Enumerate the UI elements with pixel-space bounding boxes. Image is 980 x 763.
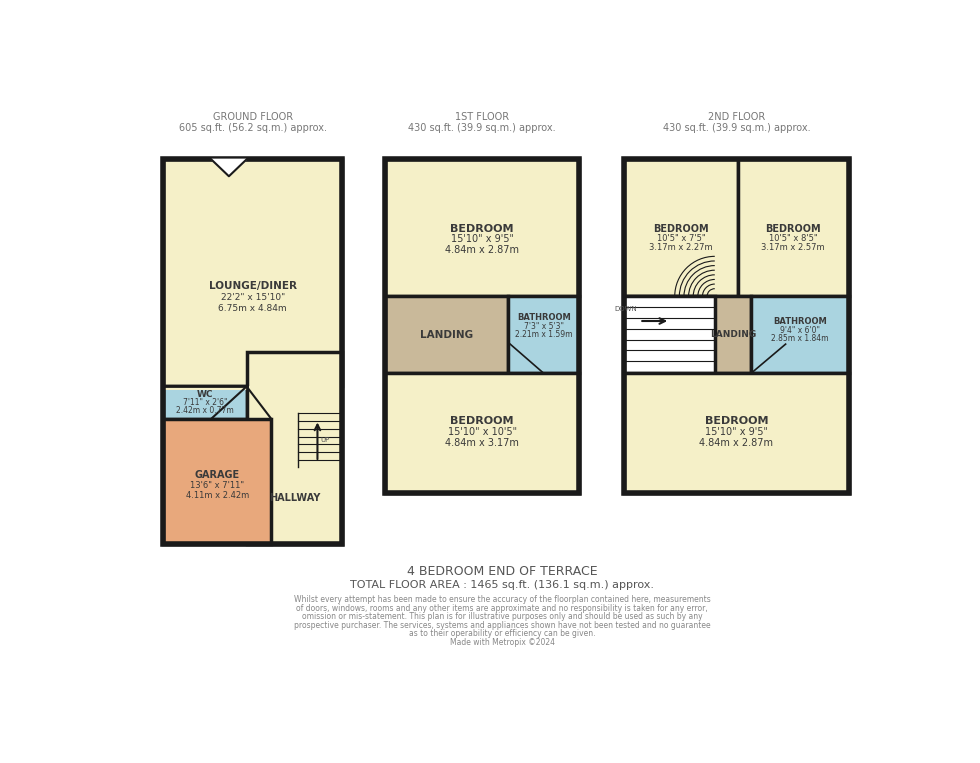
Bar: [624, 159, 849, 493]
Bar: [247, 352, 342, 544]
Text: UP: UP: [320, 437, 330, 443]
Bar: [624, 296, 751, 373]
Text: omission or mis-statement. This plan is for illustrative purposes only and shoul: omission or mis-statement. This plan is …: [302, 612, 703, 621]
Bar: [164, 419, 271, 544]
Text: WC: WC: [197, 390, 214, 399]
Text: 2.85m x 1.84m: 2.85m x 1.84m: [771, 334, 829, 343]
Text: 4.84m x 2.87m: 4.84m x 2.87m: [700, 438, 773, 448]
Bar: [738, 159, 849, 296]
Text: 2.21m x 1.59m: 2.21m x 1.59m: [515, 330, 572, 340]
Bar: [385, 373, 579, 493]
Text: 4.84m x 2.87m: 4.84m x 2.87m: [445, 245, 519, 255]
Text: of doors, windows, rooms and any other items are approximate and no responsibili: of doors, windows, rooms and any other i…: [296, 604, 709, 613]
Text: as to their operability or efficiency can be given.: as to their operability or efficiency ca…: [409, 629, 596, 638]
Bar: [164, 387, 342, 391]
Bar: [624, 159, 738, 296]
Text: 15'10" x 9'5": 15'10" x 9'5": [705, 427, 768, 437]
Text: 10'5" x 8'5": 10'5" x 8'5": [769, 234, 817, 243]
Text: 2ND FLOOR
430 sq.ft. (39.9 sq.m.) approx.: 2ND FLOOR 430 sq.ft. (39.9 sq.m.) approx…: [662, 111, 810, 134]
Text: BATHROOM: BATHROOM: [517, 313, 570, 322]
Text: 10'5" x 7'5": 10'5" x 7'5": [657, 234, 706, 243]
Text: BEDROOM: BEDROOM: [653, 224, 709, 233]
Text: 4.84m x 3.17m: 4.84m x 3.17m: [445, 438, 519, 448]
Text: BATHROOM: BATHROOM: [773, 317, 827, 326]
Bar: [385, 296, 509, 373]
Bar: [385, 159, 579, 493]
Text: 7'3" x 5'3": 7'3" x 5'3": [524, 322, 564, 331]
Text: 3.17m x 2.27m: 3.17m x 2.27m: [649, 243, 712, 253]
Text: LOUNGE/DINER: LOUNGE/DINER: [209, 282, 297, 291]
Text: GARAGE: GARAGE: [195, 470, 240, 480]
Text: TOTAL FLOOR AREA : 1465 sq.ft. (136.1 sq.m.) approx.: TOTAL FLOOR AREA : 1465 sq.ft. (136.1 sq…: [350, 580, 655, 590]
Bar: [164, 159, 342, 387]
Text: prospective purchaser. The services, systems and appliances shown have not been : prospective purchaser. The services, sys…: [294, 620, 710, 629]
Bar: [624, 373, 849, 493]
Bar: [624, 296, 714, 373]
Text: 22'2" x 15'10": 22'2" x 15'10": [220, 294, 285, 302]
Text: 1ST FLOOR
430 sq.ft. (39.9 sq.m.) approx.: 1ST FLOOR 430 sq.ft. (39.9 sq.m.) approx…: [409, 111, 556, 134]
Bar: [164, 387, 247, 419]
Text: BEDROOM: BEDROOM: [765, 224, 821, 233]
Text: 7'11" x 2'6": 7'11" x 2'6": [183, 398, 227, 407]
Bar: [509, 296, 579, 373]
Text: 6.75m x 4.84m: 6.75m x 4.84m: [219, 304, 287, 313]
Text: LANDING: LANDING: [710, 330, 757, 340]
Text: GROUND FLOOR
605 sq.ft. (56.2 sq.m.) approx.: GROUND FLOOR 605 sq.ft. (56.2 sq.m.) app…: [178, 111, 326, 134]
Text: 9'4" x 6'0": 9'4" x 6'0": [780, 326, 820, 335]
Text: Made with Metropix ©2024: Made with Metropix ©2024: [450, 638, 555, 646]
Text: BEDROOM: BEDROOM: [451, 416, 514, 426]
Text: 13'6" x 7'11": 13'6" x 7'11": [190, 481, 244, 490]
Text: HALLWAY: HALLWAY: [269, 493, 320, 503]
Text: 15'10" x 10'5": 15'10" x 10'5": [448, 427, 516, 437]
Bar: [751, 296, 849, 373]
Text: LANDING: LANDING: [420, 330, 473, 340]
Bar: [385, 159, 579, 296]
Text: 3.17m x 2.57m: 3.17m x 2.57m: [761, 243, 825, 253]
Bar: [164, 159, 342, 544]
Text: DOWN: DOWN: [614, 307, 637, 313]
Text: 15'10" x 9'5": 15'10" x 9'5": [451, 234, 514, 244]
Polygon shape: [212, 159, 247, 176]
Text: 4 BEDROOM END OF TERRACE: 4 BEDROOM END OF TERRACE: [407, 565, 598, 578]
Text: BEDROOM: BEDROOM: [705, 416, 768, 426]
Text: BEDROOM: BEDROOM: [451, 224, 514, 233]
Text: 2.42m x 0.77m: 2.42m x 0.77m: [176, 406, 234, 415]
Text: 4.11m x 2.42m: 4.11m x 2.42m: [186, 491, 249, 500]
Text: Whilst every attempt has been made to ensure the accuracy of the floorplan conta: Whilst every attempt has been made to en…: [294, 595, 710, 604]
